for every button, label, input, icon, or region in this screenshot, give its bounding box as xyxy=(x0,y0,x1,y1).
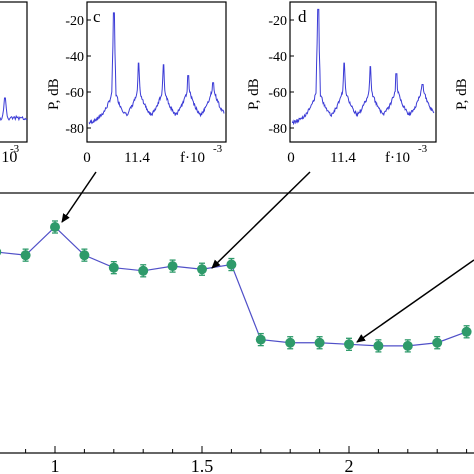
inset-left-frame xyxy=(0,1,28,143)
x-tick-label: 2 xyxy=(345,456,354,474)
inset-c: c P, dB -20 -40 -60 -80 0 11.4 f·10 -3 xyxy=(46,1,227,166)
inset-d-ytick-label: -20 xyxy=(268,14,287,29)
inset-left-spectrum xyxy=(0,97,28,122)
inset-left-partial: ·10 -3 xyxy=(0,1,28,166)
inset-d-xtick-label: f·10 xyxy=(385,150,410,166)
inset-c-ytick-label: -20 xyxy=(65,14,84,29)
data-point xyxy=(344,339,354,350)
inset-d-frame xyxy=(289,1,437,143)
inset-left-xtick-label: ·10 xyxy=(0,149,17,166)
inset-c-frame xyxy=(86,1,227,143)
inset-c-panel-label: c xyxy=(93,7,101,26)
arrow-from-inset-c xyxy=(61,171,97,223)
inset-d: d P, dB -20 -40 -60 -80 0 11.4 f·10 -3 xyxy=(246,1,437,166)
inset-left-xtick-exponent: -3 xyxy=(10,143,20,155)
main-chart: 1 1.5 2 xyxy=(0,192,474,474)
inset-d-ytick-label: -60 xyxy=(268,86,287,101)
data-point xyxy=(138,265,149,276)
data-point xyxy=(285,337,296,348)
inset-c-ytick-label: -80 xyxy=(65,122,84,137)
inset-right-ylabel: P, dB xyxy=(454,78,470,110)
data-point xyxy=(402,340,413,351)
data-point xyxy=(108,262,119,273)
inset-c-xtick-label: 0 xyxy=(83,150,91,166)
data-point xyxy=(167,261,178,272)
inset-d-ytick-label: -40 xyxy=(268,50,287,65)
inset-c-ytick-label: -40 xyxy=(65,50,84,65)
inset-right-partial: P, dB xyxy=(454,78,470,110)
inset-d-ylabel: P, dB xyxy=(246,78,262,110)
main-data-points xyxy=(0,222,472,351)
data-point xyxy=(50,222,60,232)
data-point xyxy=(432,337,443,348)
main-series-line xyxy=(0,226,467,347)
data-point xyxy=(0,248,2,256)
inset-d-xtick-label: 0 xyxy=(287,150,295,166)
inset-c-ytick-label: -60 xyxy=(65,86,84,101)
main-error-bars xyxy=(22,220,470,353)
inset-d-xtick-label: 11.4 xyxy=(330,150,356,166)
inset-d-panel-label: d xyxy=(298,7,307,26)
inset-c-spectrum xyxy=(88,12,225,125)
data-point xyxy=(255,334,266,345)
data-point xyxy=(461,326,472,337)
main-x-tick-labels: 1 1.5 2 xyxy=(51,456,354,474)
arrow-from-inset-d xyxy=(211,171,311,269)
inset-c-xtick-label: f·10 xyxy=(180,150,205,166)
inset-d-ytick-label: -80 xyxy=(268,122,287,137)
annotation-arrows xyxy=(61,171,474,343)
x-tick-label: 1 xyxy=(51,456,60,474)
data-point xyxy=(79,250,90,261)
data-point xyxy=(20,250,31,261)
main-x-ticks xyxy=(25,446,468,453)
main-plot-frame xyxy=(0,192,474,454)
inset-d-xtick-exponent: -3 xyxy=(418,143,428,155)
inset-c-ylabel: P, dB xyxy=(46,78,62,110)
data-point xyxy=(197,264,207,275)
inset-c-xtick-label: 11.4 xyxy=(124,150,150,166)
arrow-from-inset-right xyxy=(356,259,474,343)
x-tick-label: 1.5 xyxy=(191,456,214,474)
inset-c-xtick-exponent: -3 xyxy=(213,143,223,155)
inset-d-spectrum xyxy=(291,8,435,126)
data-point xyxy=(314,337,325,348)
data-point xyxy=(226,259,237,270)
data-point xyxy=(373,340,384,351)
